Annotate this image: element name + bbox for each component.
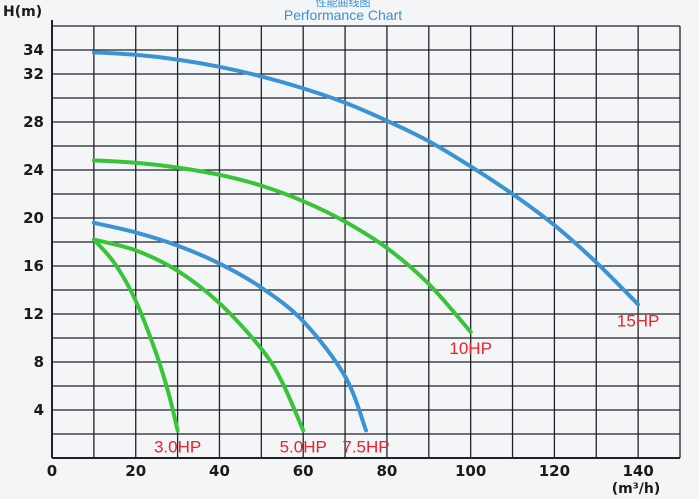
x-tick-label: 60 (293, 462, 314, 480)
y-tick-label: 4 (34, 401, 44, 419)
chart-title: Performance Chart (284, 7, 402, 23)
y-tick-label: 16 (23, 257, 44, 275)
x-tick-label: 120 (539, 462, 570, 480)
y-tick-label: 34 (23, 41, 44, 59)
y-tick-label: 28 (23, 113, 44, 131)
y-tick-label: 24 (23, 161, 44, 179)
x-tick-label: 20 (125, 462, 146, 480)
series-label-3-0hp: 3.0HP (154, 437, 201, 456)
y-tick-label: 32 (23, 65, 44, 83)
series-line-5-0hp (91, 237, 306, 433)
x-tick-label: 140 (622, 462, 653, 480)
y-tick-label: 12 (23, 305, 44, 323)
series-line-3-0hp (91, 237, 180, 433)
chart-title-cn: 性能曲线图 (316, 0, 371, 9)
series-labels: 3.0HP 5.0HP 7.5HP 10HP 15HP (154, 311, 659, 456)
series-label-5-0hp: 5.0HP (280, 437, 327, 456)
x-axis-title: (m³/h) (612, 481, 661, 497)
series-label-15hp: 15HP (617, 311, 660, 330)
y-tick-label: 20 (23, 209, 44, 227)
series-line-15hp (91, 50, 641, 307)
x-tick-label: 80 (376, 462, 397, 480)
x-tick-label: 40 (209, 462, 230, 480)
x-tick-label: 0 (47, 462, 57, 480)
y-axis-title: H(m) (3, 4, 42, 20)
series-line-10hp (91, 158, 473, 334)
grid (51, 20, 681, 459)
series-lines (91, 50, 641, 433)
series-label-7-5hp: 7.5HP (342, 437, 389, 456)
series-label-10hp: 10HP (449, 339, 492, 358)
tick-labels: 0 20 40 60 80 100 120 140 4 8 12 16 20 24 28 32 34 (23, 41, 654, 480)
x-tick-label: 100 (455, 462, 486, 480)
y-tick-label: 8 (34, 353, 44, 371)
series-line-7-5hp (91, 220, 368, 433)
